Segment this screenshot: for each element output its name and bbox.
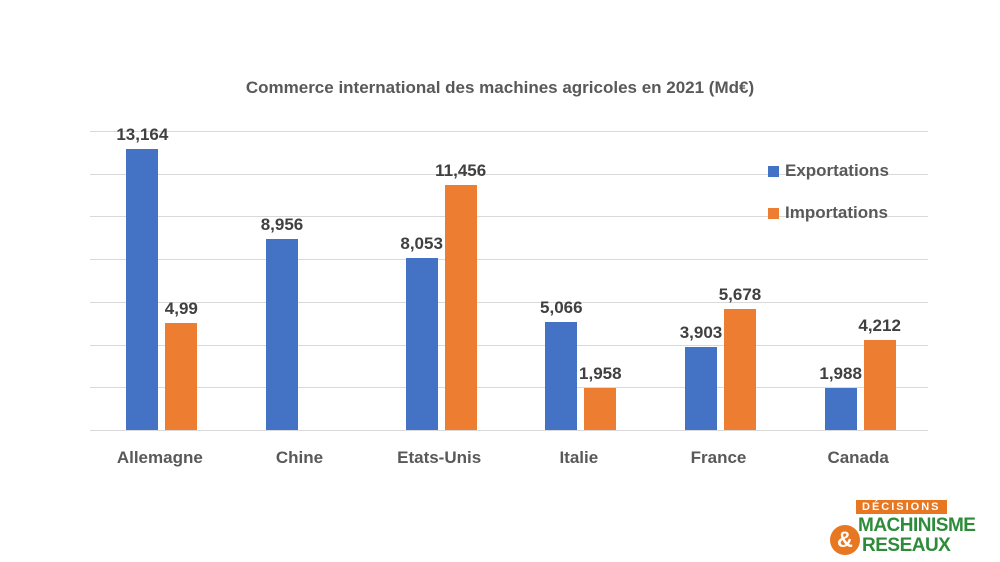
data-label: 11,456 (435, 161, 487, 181)
legend-item-importations: Importations (768, 192, 889, 234)
category-label: France (690, 448, 747, 467)
legend-item-exportations: Exportations (768, 150, 889, 192)
plot-area: 13,164 4,99 8,956 8,053 11,456 5,066 1,958 3,90… (90, 125, 928, 431)
legend-label: Importations (785, 203, 888, 222)
bar-exportations-canada (824, 387, 857, 430)
gridline (90, 173, 928, 175)
bar-exportations-chine (266, 238, 298, 430)
bar-exportations-allemagne (126, 148, 159, 430)
data-label: 13,164 (116, 124, 169, 144)
data-label: 5,066 (540, 297, 583, 317)
data-label: 1,958 (579, 364, 622, 384)
bar-importations-etats-unis (444, 185, 477, 430)
gridline (90, 387, 928, 389)
bar-importations-italie (584, 388, 617, 430)
logo-ampersand-icon: & (830, 525, 860, 555)
bar-importations-france (724, 308, 756, 430)
bar-importations-allemagne (165, 323, 198, 430)
bar-exportations-italie (545, 321, 578, 430)
gridline (90, 216, 928, 218)
legend-label: Exportations (785, 161, 889, 180)
logo-top-text: DÉCISIONS (856, 500, 947, 514)
legend-swatch-orange (768, 207, 779, 219)
gridline (90, 131, 928, 132)
logo-line1: MACHINISME (858, 515, 976, 536)
publisher-logo: DÉCISIONS MACHINISME & RESEAUX (830, 498, 1000, 558)
category-label: Canada (827, 448, 889, 467)
data-label: 8,956 (260, 214, 304, 234)
gridline (90, 259, 928, 261)
data-label: 4,212 (858, 316, 901, 336)
gridline (90, 430, 928, 431)
bar-exportations-france (685, 346, 717, 430)
bar-exportations-etats-unis (405, 258, 438, 430)
category-label: Chine (275, 448, 324, 467)
category-label: Etats-Unis (397, 448, 482, 467)
logo-line2: RESEAUX (862, 535, 951, 556)
data-label: 5,678 (718, 284, 762, 304)
legend: Exportations Importations (768, 150, 889, 234)
gridline (90, 344, 928, 346)
data-label: 1,988 (819, 363, 862, 383)
data-label: 3,903 (679, 322, 723, 342)
legend-swatch-blue (768, 165, 779, 177)
chart-title: Commerce international des machines agri… (245, 78, 755, 97)
data-label: 4,99 (164, 299, 198, 319)
data-label: 8,053 (400, 234, 443, 253)
gridline (90, 301, 928, 303)
bar-importations-canada (863, 340, 896, 430)
category-label: Allemagne (116, 448, 203, 467)
category-label: Italie (559, 448, 599, 467)
